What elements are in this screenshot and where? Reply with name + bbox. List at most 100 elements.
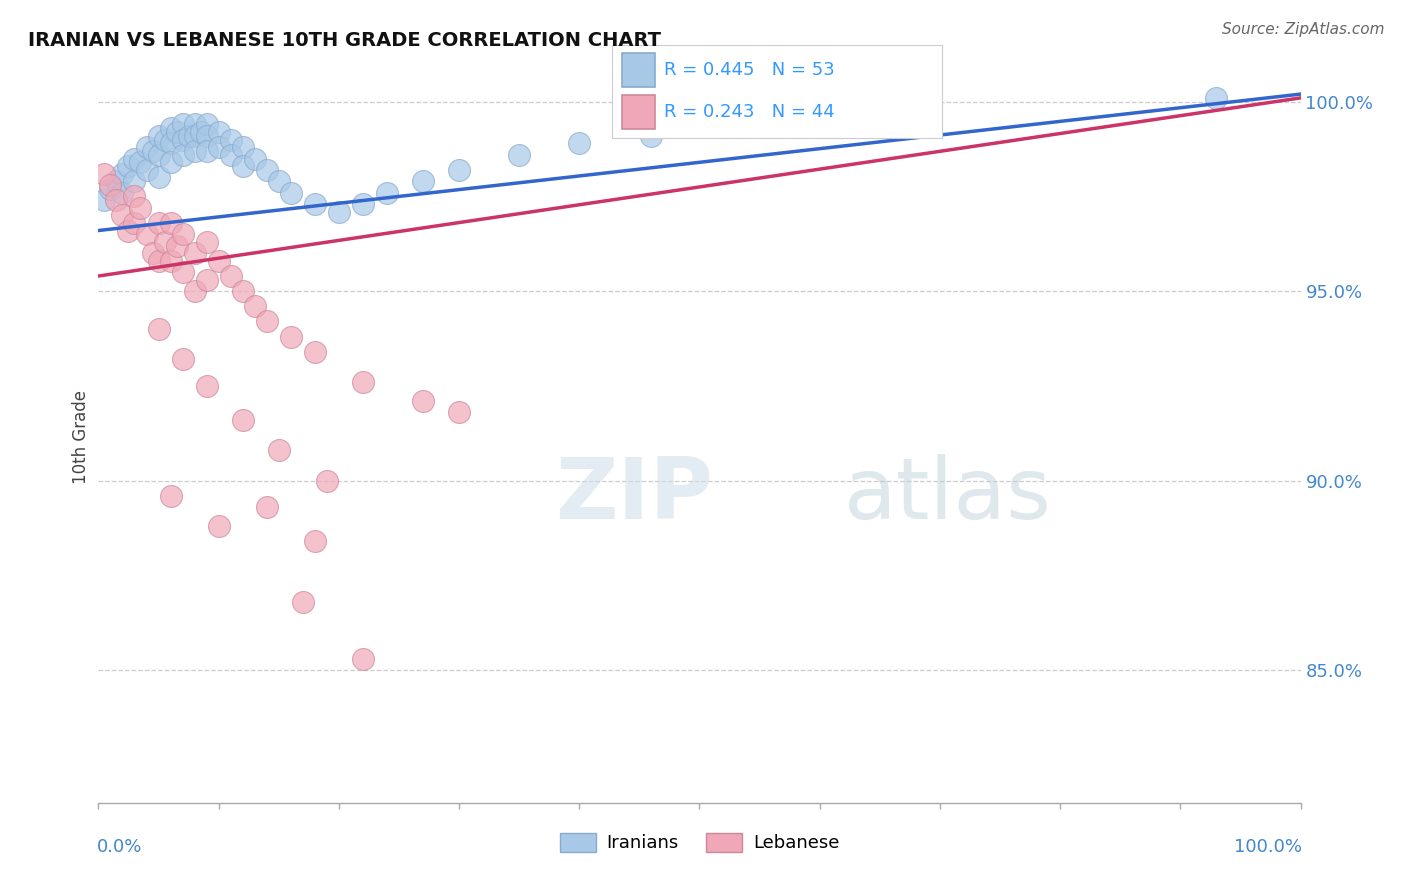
Point <box>375 186 398 200</box>
Point <box>117 159 139 173</box>
Point <box>124 152 146 166</box>
Point <box>135 162 157 177</box>
Point <box>153 132 176 146</box>
Point <box>568 136 591 151</box>
Point <box>243 299 266 313</box>
Point <box>159 136 181 151</box>
Point <box>1205 91 1227 105</box>
Point <box>219 268 242 283</box>
Point <box>105 193 128 207</box>
Point <box>267 174 290 188</box>
Point <box>148 322 170 336</box>
Point <box>148 147 170 161</box>
Point <box>195 273 218 287</box>
Point <box>195 235 218 249</box>
Y-axis label: 10th Grade: 10th Grade <box>72 390 90 484</box>
Point <box>256 500 278 515</box>
Bar <box>621 53 655 87</box>
Point <box>183 117 205 131</box>
Point <box>195 117 218 131</box>
Point <box>135 140 157 154</box>
Point <box>124 216 146 230</box>
Point <box>267 443 290 458</box>
Point <box>869 110 891 124</box>
Point <box>183 144 205 158</box>
Point <box>159 121 181 136</box>
Point <box>256 162 278 177</box>
Point <box>159 155 181 169</box>
Point <box>195 144 218 158</box>
Point <box>315 474 337 488</box>
Point <box>447 162 470 177</box>
Point <box>148 170 170 185</box>
Text: atlas: atlas <box>844 454 1052 537</box>
Point <box>195 128 218 143</box>
Point <box>748 117 770 131</box>
Point <box>100 178 122 192</box>
Point <box>111 208 134 222</box>
Point <box>141 246 163 260</box>
Point <box>232 140 254 154</box>
Point <box>153 235 176 249</box>
Point <box>117 223 139 237</box>
Point <box>93 167 115 181</box>
Point <box>208 125 231 139</box>
Point <box>328 204 350 219</box>
Point <box>111 186 134 200</box>
Point <box>232 284 254 298</box>
Text: ZIP: ZIP <box>555 454 713 537</box>
Point <box>256 314 278 328</box>
Point <box>352 375 374 389</box>
Text: R = 0.243   N = 44: R = 0.243 N = 44 <box>665 103 835 121</box>
Point <box>172 132 194 146</box>
Point <box>148 128 170 143</box>
Text: 100.0%: 100.0% <box>1233 838 1302 856</box>
Point <box>352 652 374 666</box>
Point <box>208 140 231 154</box>
Text: IRANIAN VS LEBANESE 10TH GRADE CORRELATION CHART: IRANIAN VS LEBANESE 10TH GRADE CORRELATI… <box>28 31 661 50</box>
Point <box>166 125 188 139</box>
Point <box>352 197 374 211</box>
Point <box>219 147 242 161</box>
Point <box>172 227 194 242</box>
Point <box>280 186 302 200</box>
Point <box>183 246 205 260</box>
Point <box>105 174 128 188</box>
Point <box>304 534 326 549</box>
Point <box>135 227 157 242</box>
Point <box>447 405 470 419</box>
Point <box>291 595 314 609</box>
Point <box>183 284 205 298</box>
Legend: Iranians, Lebanese: Iranians, Lebanese <box>553 826 846 860</box>
Point <box>172 147 194 161</box>
Point <box>111 167 134 181</box>
Text: R = 0.445   N = 53: R = 0.445 N = 53 <box>665 61 835 78</box>
Point <box>183 128 205 143</box>
Point <box>124 174 146 188</box>
Point <box>190 125 212 139</box>
Point <box>177 128 200 143</box>
Point <box>172 265 194 279</box>
Text: 0.0%: 0.0% <box>97 838 142 856</box>
Point <box>640 128 662 143</box>
Point <box>232 413 254 427</box>
Point <box>166 238 188 252</box>
Point <box>412 174 434 188</box>
Point <box>280 329 302 343</box>
Point <box>141 144 163 158</box>
Point <box>129 201 152 215</box>
Point <box>219 132 242 146</box>
Point <box>243 152 266 166</box>
Point <box>232 159 254 173</box>
Point <box>304 197 326 211</box>
Point <box>148 253 170 268</box>
Point <box>93 193 115 207</box>
Point <box>100 182 122 196</box>
Point <box>208 253 231 268</box>
Point <box>172 352 194 367</box>
Point <box>172 117 194 131</box>
Point <box>159 489 181 503</box>
Point <box>148 216 170 230</box>
Point <box>124 189 146 203</box>
Point <box>304 344 326 359</box>
